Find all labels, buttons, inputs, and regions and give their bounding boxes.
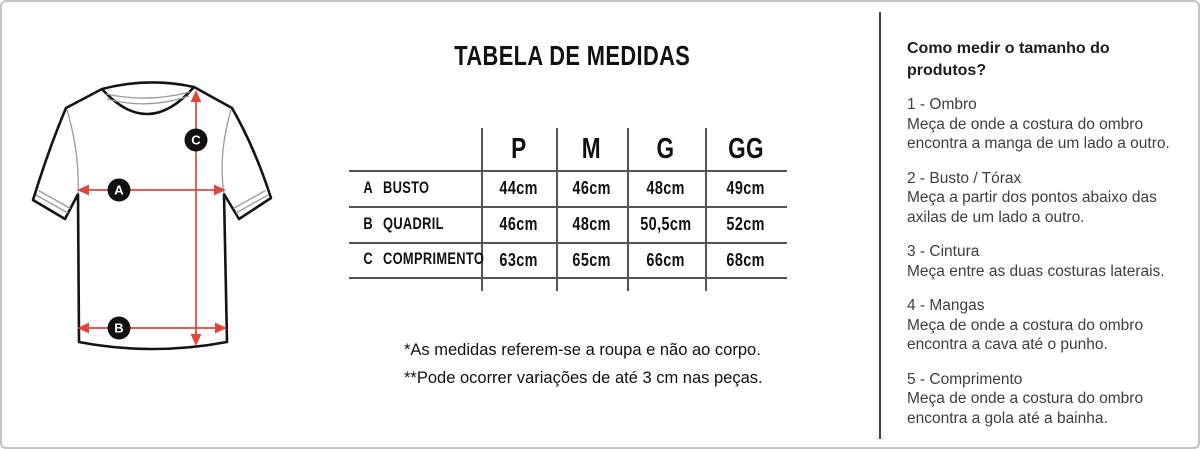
row-letter: B: [363, 214, 373, 233]
badge-c-label: C: [191, 133, 201, 148]
col-header-p: P: [481, 128, 556, 170]
badge-b-circle: [107, 316, 131, 340]
table-cell: 48cm: [646, 177, 686, 198]
table-hline: [349, 277, 787, 279]
table-hline: [349, 206, 787, 208]
how-to-measure-section: Como medir o tamanho do produtos? 1 - Om…: [907, 38, 1179, 443]
size-table: P M G GG A BUSTO 44cm 46cm 48cm 49cm B Q…: [349, 128, 787, 291]
instruction-item-cintura: 3 - Cintura Meça entre as duas costuras …: [907, 242, 1179, 281]
col-header-label: G: [657, 132, 675, 165]
table-cell: 46cm: [572, 177, 611, 198]
armhole-seams: [66, 109, 232, 195]
page-title-text: TABELA DE MEDIDAS: [454, 40, 690, 71]
badge-a-label: A: [114, 183, 124, 198]
row-letter: A: [363, 178, 373, 197]
measurement-arrowheads: [77, 90, 227, 346]
instruction-body: Meça entre as duas costuras laterais.: [907, 262, 1165, 280]
col-header-gg: GG: [705, 128, 787, 170]
table-cell: 68cm: [726, 248, 766, 270]
sleeve-cuff-lines: [35, 189, 269, 214]
tshirt-outline: [31, 81, 273, 351]
col-header-g: G: [627, 128, 705, 170]
instruction-body: Meça de onde a costura do ombro encontra…: [907, 115, 1170, 153]
footnote-line: *As medidas referem-se a roupa e não ao …: [404, 341, 761, 359]
row-label: COMPRIMENTO: [383, 250, 485, 268]
table-cell: 46cm: [499, 213, 538, 234]
table-vline: [481, 128, 483, 291]
table-cell: 50,5cm: [640, 213, 692, 234]
measurement-badges: A B C: [107, 128, 208, 340]
measurement-footnotes: *As medidas referem-se a roupa e não ao …: [404, 337, 763, 392]
badge-a-circle: [107, 178, 131, 202]
col-header-label: P: [510, 132, 527, 165]
length-arrow-bottom: [190, 334, 202, 346]
how-to-measure-heading: Como medir o tamanho do produtos?: [907, 40, 1110, 79]
row-label: BUSTO: [383, 178, 430, 197]
table-vline: [556, 128, 558, 291]
table-cell: 63cm: [499, 248, 538, 270]
table-cell: 52cm: [726, 213, 766, 234]
collar-ribbing-lines: [105, 91, 191, 105]
length-arrow-top: [190, 90, 202, 102]
table-vline: [705, 128, 707, 291]
tshirt-measurement-diagram: A B C: [31, 81, 273, 351]
instruction-item-comprimento: 5 - Comprimento Meça de onde a costura d…: [907, 370, 1179, 429]
instruction-title: 5 - Comprimento: [907, 370, 1023, 388]
instruction-body: Meça a partir dos pontos abaixo das axil…: [907, 189, 1157, 226]
row-letter: C: [363, 250, 373, 268]
table-hline: [349, 242, 787, 244]
table-vline: [627, 128, 629, 291]
table-hline: [349, 170, 787, 172]
chest-arrow-left: [77, 184, 89, 196]
table-cell: 48cm: [572, 213, 611, 234]
table-cell: 65cm: [572, 248, 611, 270]
table-cell: 66cm: [646, 248, 686, 270]
instruction-title: 3 - Cintura: [907, 243, 980, 260]
instruction-item-ombro: 1 - Ombro Meça de onde a costura do ombr…: [907, 95, 1179, 154]
table-cell: 49cm: [726, 177, 766, 198]
vertical-divider: [879, 12, 881, 439]
col-header-label: M: [581, 132, 602, 165]
table-cell: 44cm: [499, 177, 538, 198]
instruction-body: Meça de onde a costura do ombro encontra…: [907, 390, 1144, 427]
col-header-label: GG: [728, 132, 764, 165]
instruction-item-mangas: 4 - Mangas Meça de onde a costura do omb…: [907, 296, 1179, 355]
chest-arrow-right: [214, 184, 226, 196]
instruction-title: 1 - Ombro: [907, 96, 977, 113]
page-title: TABELA DE MEDIDAS: [342, 40, 802, 72]
instruction-item-busto: 2 - Busto / Tórax Meça a partir dos pont…: [907, 169, 1179, 228]
hip-arrow-left: [77, 322, 89, 334]
hip-arrow-right: [215, 322, 227, 334]
footnote-line: **Pode ocorrer variações de até 3 cm nas…: [404, 368, 763, 387]
badge-b-label: B: [114, 321, 123, 336]
instruction-title: 2 - Busto / Tórax: [907, 169, 1022, 187]
instruction-body: Meça de onde a costura do ombro encontra…: [907, 316, 1144, 354]
row-label: QUADRIL: [383, 214, 444, 233]
col-header-m: M: [556, 128, 627, 170]
instruction-title: 4 - Mangas: [907, 297, 985, 314]
badge-c-circle: [184, 128, 208, 152]
